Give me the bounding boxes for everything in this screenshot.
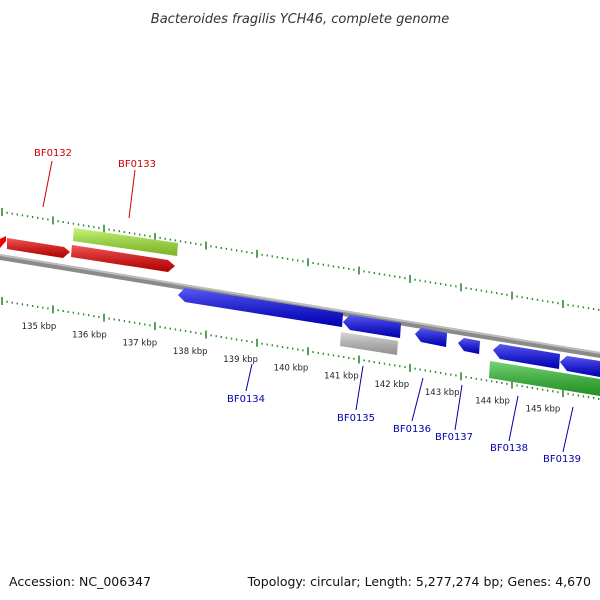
gene-BF0135[interactable] bbox=[343, 315, 401, 338]
kbp-scale-labels: 135 kbp 136 kbp 137 kbp 138 kbp 139 kbp 140 k… bbox=[22, 322, 561, 415]
gene-BF0139[interactable] bbox=[560, 356, 600, 377]
leader-BF0139 bbox=[562, 406, 574, 453]
kbp-label: 144 kbp bbox=[475, 396, 510, 406]
kbp-label: 136 kbp bbox=[72, 330, 107, 340]
genome-summary-text: Topology: circular; Length: 5,277,274 bp… bbox=[247, 574, 591, 589]
forward-tick-track bbox=[1, 208, 600, 311]
leader-BF0134 bbox=[245, 363, 253, 392]
kbp-label: 142 kbp bbox=[374, 380, 409, 390]
gene-label-BF0136[interactable]: BF0136 bbox=[393, 424, 431, 435]
gene-BF0134[interactable] bbox=[178, 288, 343, 327]
kbp-label: 145 kbp bbox=[526, 405, 561, 415]
kbp-label: 139 kbp bbox=[223, 355, 258, 365]
gene-BF0138[interactable] bbox=[493, 344, 560, 369]
gene-BF0132[interactable] bbox=[7, 238, 70, 258]
gene-BF0138-hit[interactable] bbox=[489, 361, 600, 396]
leader-BF0133 bbox=[128, 169, 136, 219]
gene-BF0135-hit[interactable] bbox=[340, 332, 398, 355]
gene-left-edge[interactable] bbox=[0, 236, 6, 248]
leader-BF0137 bbox=[454, 384, 463, 431]
kbp-label: 137 kbp bbox=[122, 339, 157, 349]
leader-BF0136 bbox=[411, 377, 424, 422]
kbp-label: 135 kbp bbox=[22, 322, 57, 332]
gene-BF0133-hit[interactable] bbox=[73, 228, 178, 256]
map-title: Bacteroides fragilis YCH46, complete gen… bbox=[151, 12, 449, 27]
kbp-label: 143 kbp bbox=[425, 388, 460, 398]
kbp-label: 140 kbp bbox=[274, 363, 309, 373]
gene-label-BF0132[interactable]: BF0132 bbox=[34, 148, 72, 159]
reverse-tick-track bbox=[1, 297, 600, 400]
kbp-label: 141 kbp bbox=[324, 372, 359, 382]
accession-text: Accession: NC_006347 bbox=[9, 574, 151, 589]
leader-BF0132 bbox=[42, 160, 53, 208]
gene-BF0133[interactable] bbox=[71, 245, 175, 272]
genome-backbone bbox=[0, 254, 600, 358]
gene-label-BF0134[interactable]: BF0134 bbox=[227, 394, 265, 405]
leader-BF0138 bbox=[508, 395, 519, 442]
gene-label-BF0139[interactable]: BF0139 bbox=[543, 454, 581, 465]
gene-label-BF0137[interactable]: BF0137 bbox=[435, 432, 473, 443]
label-leader-lines bbox=[42, 160, 574, 453]
leader-BF0135 bbox=[355, 365, 364, 411]
kbp-label: 138 kbp bbox=[173, 347, 208, 357]
gene-label-BF0133[interactable]: BF0133 bbox=[118, 159, 156, 170]
gene-label-BF0135[interactable]: BF0135 bbox=[337, 413, 375, 424]
gene-BF0137[interactable] bbox=[458, 338, 480, 354]
gene-label-BF0138[interactable]: BF0138 bbox=[490, 443, 528, 454]
gene-BF0136[interactable] bbox=[415, 328, 447, 347]
